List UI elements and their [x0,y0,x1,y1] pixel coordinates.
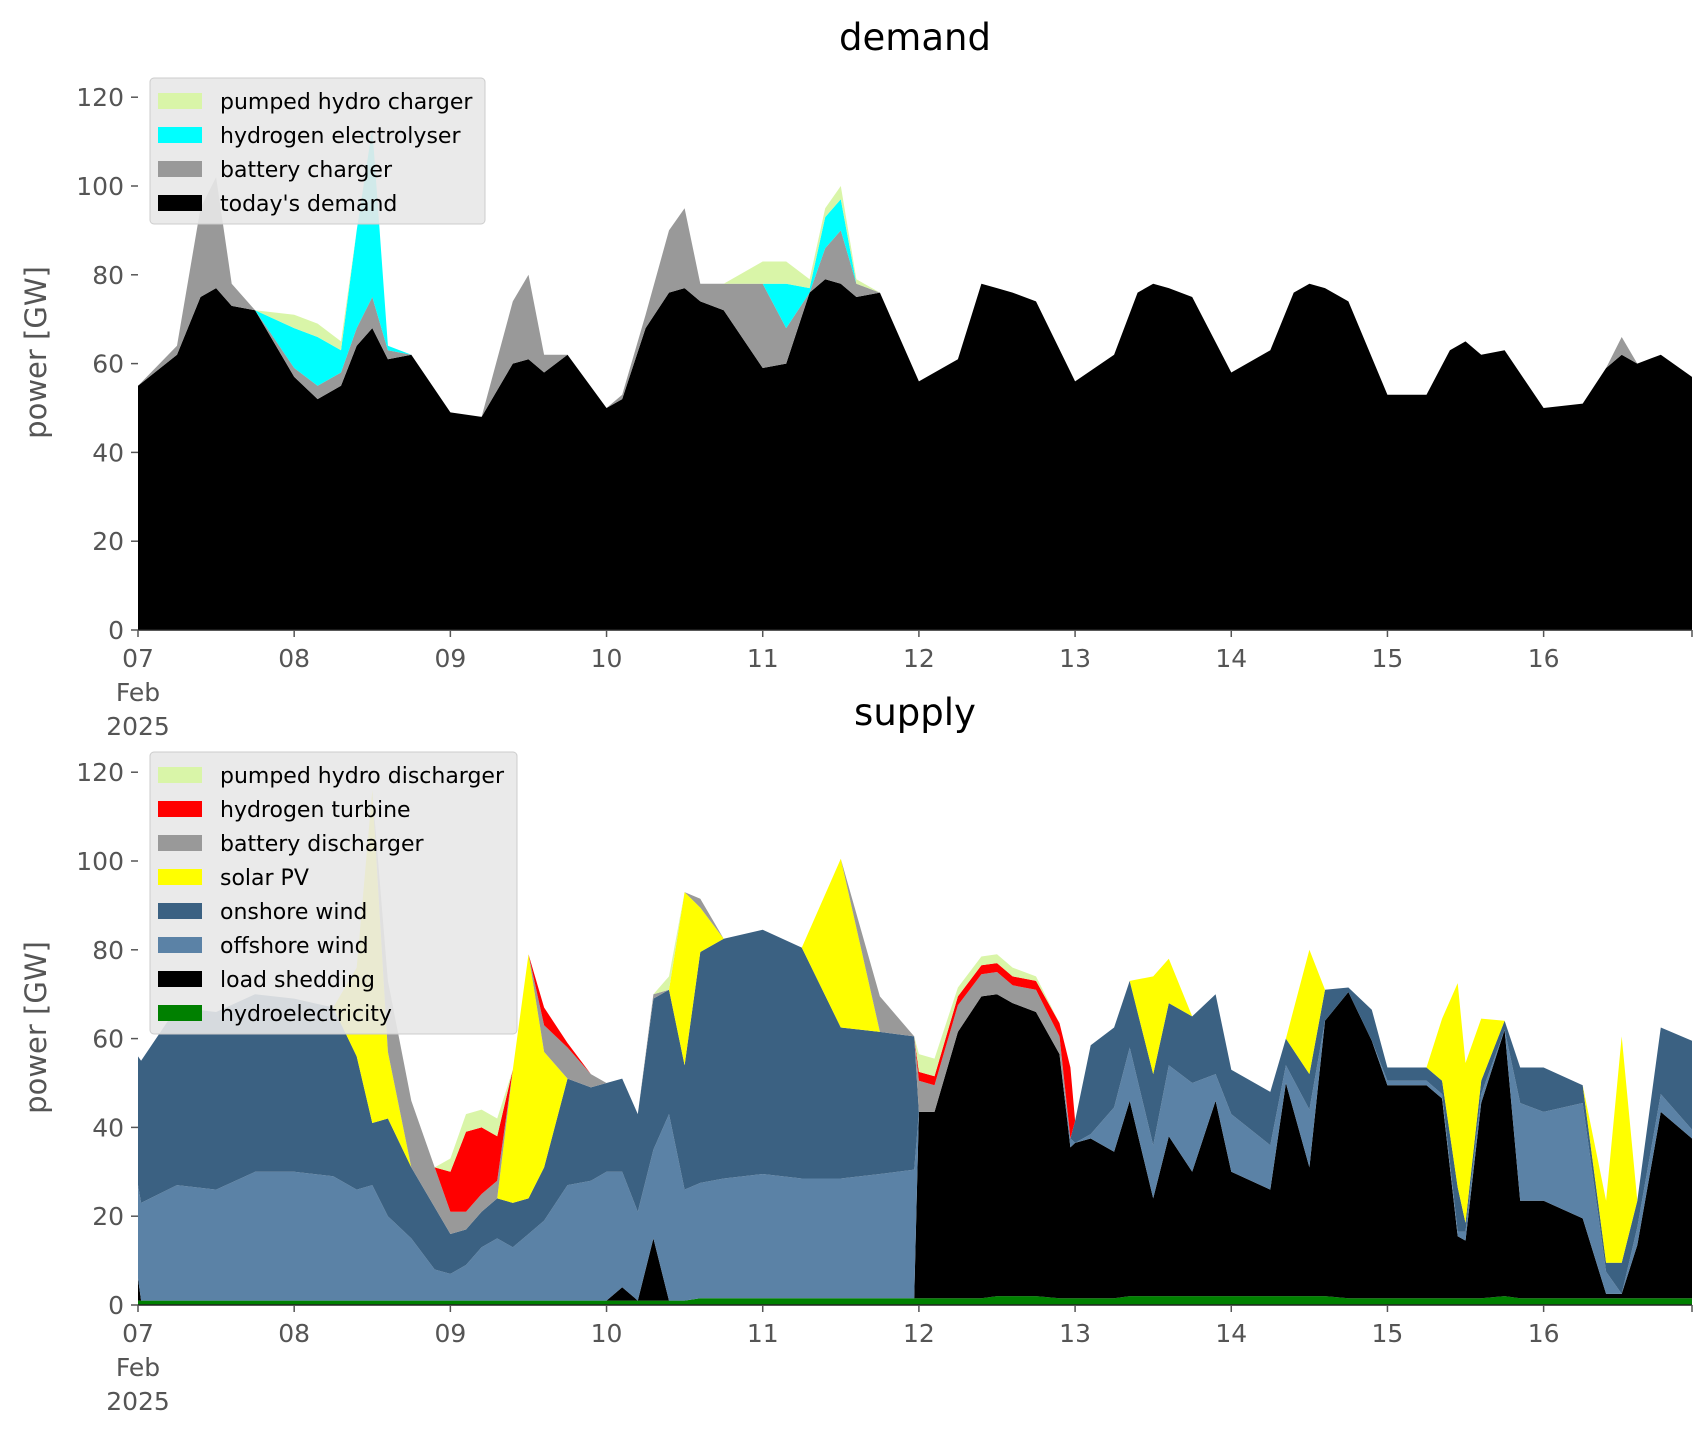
area-offshore-wind [138,992,1692,1301]
y-tick-label: 60 [92,350,124,379]
y-tick-label: 80 [92,261,124,290]
area-onshore-wind [138,929,1692,1294]
y-tick-label: 40 [92,438,124,467]
legend: pumped hydro discharger hydrogen turbine b… [149,751,518,1035]
legend-label-today-s-demand: today's demand [220,192,397,217]
x-tick-label: 07 [122,1319,154,1348]
y-axis-label: power [GW] [19,266,53,439]
y-tick-label: 80 [92,936,124,965]
y-tick-label: 0 [108,1291,124,1320]
y-tick-label: 100 [76,172,124,201]
x-tick-label: 12 [903,644,935,673]
x-tick-label: 09 [434,644,466,673]
x-tick-label: 08 [278,1319,310,1348]
legend-swatch-today-s-demand [158,195,202,211]
legend: pumped hydro charger hydrogen electrolyse… [149,77,486,225]
legend-swatch-solar-pv [158,869,202,885]
y-tick-label: 120 [76,83,124,112]
x-tick-label: 16 [1528,1319,1560,1348]
legend-label-load-shedding: load shedding [220,968,375,993]
demand-panel: 0 20 40 60 80 100 120 07 08 09 10 11 12 13 14 15 16 Feb 20… [19,16,1693,741]
legend-swatch-onshore-wind [158,903,202,919]
area-load-shedding [138,992,1692,1301]
area-solar-pv [138,790,1692,1263]
legend-swatch-load-shedding [158,971,202,987]
supply-panel: 0 20 40 60 80 100 120 07 08 09 10 11 12 13 14 15 16 Feb 20… [19,691,1693,1416]
x-tick-label: 11 [747,1319,779,1348]
x-tick-label: 13 [1059,644,1091,673]
x-tick-label: 08 [278,644,310,673]
legend-swatch-offshore-wind [158,937,202,953]
x-tick-label: 13 [1059,1319,1091,1348]
x-tick-label: 14 [1215,644,1247,673]
x-tick-label: 15 [1372,644,1404,673]
legend-box [149,77,486,225]
legend-swatch-hydrogen-electrolyser [158,127,202,143]
x-tick-sublabel: 2025 [106,1387,170,1416]
y-tick-label: 40 [92,1113,124,1142]
legend-swatch-battery-charger [158,161,202,177]
x-tick-label: 16 [1528,644,1560,673]
x-tick-label: 10 [591,1319,623,1348]
x-tick-sublabel: 2025 [106,712,170,741]
chart-title: demand [839,16,991,59]
legend-swatch-hydroelectricity [158,1005,202,1021]
x-tick-label: 14 [1215,1319,1247,1348]
x-tick-label: 09 [434,1319,466,1348]
y-axis-label: power [GW] [19,941,53,1114]
y-tick-label: 100 [76,847,124,876]
legend-label-hydroelectricity: hydroelectricity [220,1002,392,1027]
y-tick-label: 20 [92,1202,124,1231]
x-tick-label: 11 [747,644,779,673]
chart-title: supply [854,691,976,734]
legend-swatch-pumped-hydro-discharger [158,767,202,783]
area-today-s-demand [138,279,1692,630]
legend-label-solar-pv: solar PV [220,866,309,891]
y-tick-label: 20 [92,527,124,556]
legend-box [149,751,518,1035]
x-tick-sublabel: Feb [116,1353,160,1382]
legend-swatch-pumped-hydro-charger [158,93,202,109]
x-tick-sublabel: Feb [116,678,160,707]
legend-swatch-hydrogen-turbine [158,801,202,817]
y-tick-label: 0 [108,616,124,645]
legend-label-hydrogen-turbine: hydrogen turbine [220,798,411,823]
area-hydroelectricity [138,1296,1692,1305]
legend-label-hydrogen-electrolyser: hydrogen electrolyser [220,124,461,149]
legend-label-offshore-wind: offshore wind [220,934,369,959]
y-tick-label: 60 [92,1025,124,1054]
area-battery-charger [138,177,1692,417]
x-tick-label: 15 [1372,1319,1404,1348]
legend-swatch-battery-discharger [158,835,202,851]
legend-label-battery-charger: battery charger [220,158,393,183]
y-tick-label: 120 [76,758,124,787]
x-tick-label: 10 [591,644,623,673]
legend-label-onshore-wind: onshore wind [220,900,367,925]
legend-label-pumped-hydro-discharger: pumped hydro discharger [220,764,505,789]
x-tick-label: 12 [903,1319,935,1348]
legend-label-battery-discharger: battery discharger [220,832,425,857]
x-tick-label: 07 [122,644,154,673]
legend-label-pumped-hydro-charger: pumped hydro charger [220,90,473,115]
